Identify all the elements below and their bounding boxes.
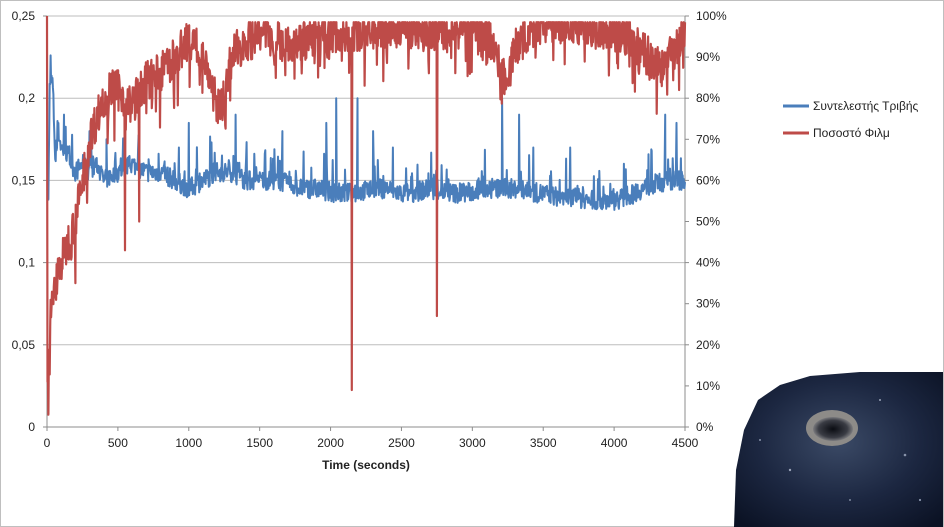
y-tick-label: 0,1 (18, 256, 35, 270)
y-tick-label: 0,25 (12, 9, 36, 23)
y2-tick-label: 10% (696, 379, 720, 393)
y-tick-label: 0 (28, 420, 35, 434)
legend: Συντελεστής Τριβής Ποσοστό Φιλμ (783, 99, 919, 140)
tick-labels: 0 0,05 0,1 0,15 0,2 0,25 0% 10% 20% 30% 40% 50% 60% 7… (12, 9, 727, 450)
grid-lines (47, 15, 685, 346)
y-tick-label: 0,15 (12, 173, 36, 187)
series-line-film (45, 15, 687, 416)
x-tick-label: 4500 (672, 436, 699, 450)
y-tick-label: 0,2 (18, 91, 35, 105)
x-tick-label: 0 (44, 436, 51, 450)
series-layer (45, 15, 687, 416)
x-tick-label: 4000 (601, 436, 628, 450)
x-axis-label: Time (seconds) (322, 458, 410, 472)
x-tick-label: 2500 (388, 436, 415, 450)
y2-tick-label: 40% (696, 256, 720, 270)
x-tick-label: 2000 (317, 436, 344, 450)
y2-tick-label: 70% (696, 132, 720, 146)
y2-tick-label: 90% (696, 50, 720, 64)
y2-tick-label: 60% (696, 173, 720, 187)
inset-photo-surface (734, 372, 943, 527)
y2-tick-label: 0% (696, 420, 714, 434)
y2-tick-label: 20% (696, 338, 720, 352)
y2-tick-label: 80% (696, 91, 720, 105)
y2-tick-label: 100% (696, 9, 727, 23)
legend-label-film: Ποσοστό Φιλμ (813, 126, 890, 140)
x-tick-label: 1500 (246, 436, 273, 450)
legend-label-friction: Συντελεστής Τριβής (813, 99, 919, 113)
x-tick-label: 500 (108, 436, 128, 450)
y-tick-label: 0,05 (12, 338, 36, 352)
y2-tick-label: 30% (696, 297, 720, 311)
wear-scar-pit (813, 417, 853, 441)
inset-photo (734, 372, 943, 527)
x-tick-label: 1000 (175, 436, 202, 450)
series-line-friction (46, 54, 686, 211)
x-tick-label: 3000 (459, 436, 486, 450)
x-tick-label: 3500 (530, 436, 557, 450)
y2-tick-label: 50% (696, 215, 720, 229)
